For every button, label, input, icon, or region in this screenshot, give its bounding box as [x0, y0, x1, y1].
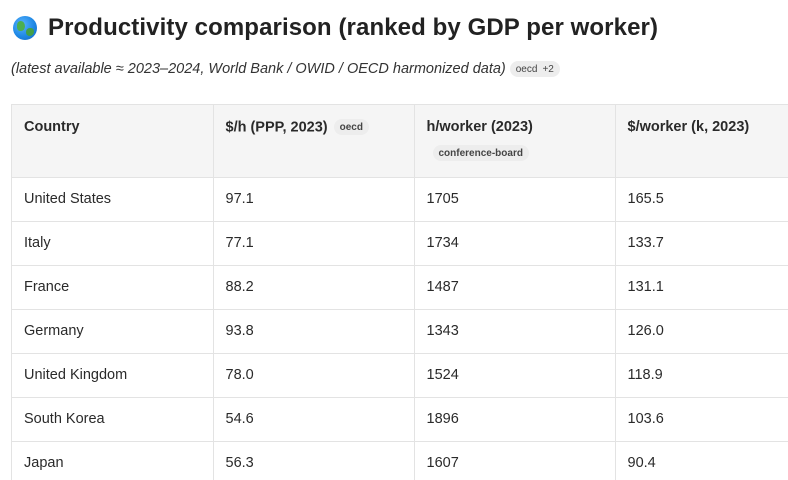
cell-usd-per-hour: 93.8 — [213, 309, 415, 354]
globe-icon — [13, 16, 37, 40]
column-header-label: h/worker (2023) — [426, 119, 533, 135]
table-row: South Korea 54.6 1896 103.6 — [12, 397, 788, 442]
table-row: Germany 93.8 1343 126.0 — [12, 309, 788, 354]
table-row: France 88.2 1487 131.1 — [12, 265, 788, 310]
cell-country: Italy — [12, 221, 214, 266]
cell-country: United Kingdom — [12, 353, 214, 398]
cell-usd-per-hour: 56.3 — [213, 441, 415, 480]
subtitle-text: (latest available ≈ 2023–2024, World Ban… — [11, 61, 506, 77]
cell-hours-per-worker: 1705 — [414, 177, 616, 222]
cell-usd-per-hour: 97.1 — [213, 177, 415, 222]
cell-usd-per-worker: 103.6 — [615, 397, 788, 442]
cell-usd-per-worker: 165.5 — [615, 177, 788, 222]
cell-usd-per-hour: 78.0 — [213, 353, 415, 398]
cell-country: United States — [12, 177, 214, 222]
table-row: United Kingdom 78.0 1524 118.9 — [12, 353, 788, 398]
cell-hours-per-worker: 1524 — [414, 353, 616, 398]
cell-usd-per-worker: 90.4 — [615, 441, 788, 480]
cell-country: South Korea — [12, 397, 214, 442]
table-row: Italy 77.1 1734 133.7 — [12, 221, 788, 266]
cell-hours-per-worker: 1607 — [414, 441, 616, 480]
column-header-usd-per-worker: $/worker (k, 2023) — [615, 105, 788, 178]
cell-hours-per-worker: 1896 — [414, 397, 616, 442]
cell-hours-per-worker: 1487 — [414, 265, 616, 310]
cell-usd-per-hour: 54.6 — [213, 397, 415, 442]
cell-usd-per-worker: 131.1 — [615, 265, 788, 310]
cell-usd-per-worker: 133.7 — [615, 221, 788, 266]
source-pill-oecd[interactable]: oecd — [333, 119, 369, 135]
table-row: Japan 56.3 1607 90.4 — [12, 441, 788, 480]
source-citation-pill[interactable]: oecd +2 — [509, 61, 560, 77]
table-header-row: Country $/h (PPP, 2023) oecd h/worker (20… — [12, 105, 788, 178]
cell-usd-per-worker: 126.0 — [615, 309, 788, 354]
column-header-country: Country — [12, 105, 214, 178]
table-row: United States 97.1 1705 165.5 — [12, 177, 788, 222]
source-pill-conference-board[interactable]: conference-board — [432, 145, 529, 161]
column-header-hours-per-worker: h/worker (2023) conference-board — [414, 105, 616, 178]
page-heading: Productivity comparison (ranked by GDP p… — [13, 10, 658, 46]
productivity-table-container[interactable]: Country $/h (PPP, 2023) oecd h/worker (20… — [11, 104, 788, 480]
column-header-usd-per-hour: $/h (PPP, 2023) oecd — [213, 105, 415, 178]
cell-hours-per-worker: 1734 — [414, 221, 616, 266]
cell-usd-per-hour: 88.2 — [213, 265, 415, 310]
column-header-label: $/h (PPP, 2023) — [225, 119, 328, 136]
source-citation-more-count: +2 — [542, 63, 554, 75]
cell-country: Japan — [12, 441, 214, 480]
cell-country: Germany — [12, 309, 214, 354]
column-header-label: Country — [24, 119, 80, 135]
subtitle-row: (latest available ≈ 2023–2024, World Ban… — [11, 58, 560, 80]
productivity-table: Country $/h (PPP, 2023) oecd h/worker (20… — [12, 105, 788, 480]
page-title: Productivity comparison (ranked by GDP p… — [48, 14, 659, 41]
cell-hours-per-worker: 1343 — [414, 309, 616, 354]
cell-usd-per-hour: 77.1 — [213, 221, 415, 266]
cell-usd-per-worker: 118.9 — [615, 353, 788, 398]
source-citation-label: oecd — [515, 63, 538, 75]
cell-country: France — [12, 265, 214, 310]
column-header-label: $/worker (k, 2023) — [627, 119, 750, 135]
